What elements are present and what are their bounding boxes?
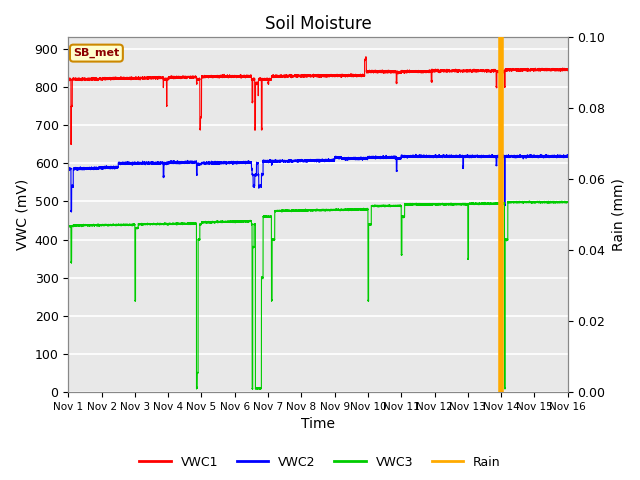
Y-axis label: Rain (mm): Rain (mm) xyxy=(611,178,625,251)
Title: Soil Moisture: Soil Moisture xyxy=(264,15,371,33)
X-axis label: Time: Time xyxy=(301,418,335,432)
Text: SB_met: SB_met xyxy=(73,48,120,58)
Legend: VWC1, VWC2, VWC3, Rain: VWC1, VWC2, VWC3, Rain xyxy=(134,451,506,474)
Y-axis label: VWC (mV): VWC (mV) xyxy=(15,179,29,251)
